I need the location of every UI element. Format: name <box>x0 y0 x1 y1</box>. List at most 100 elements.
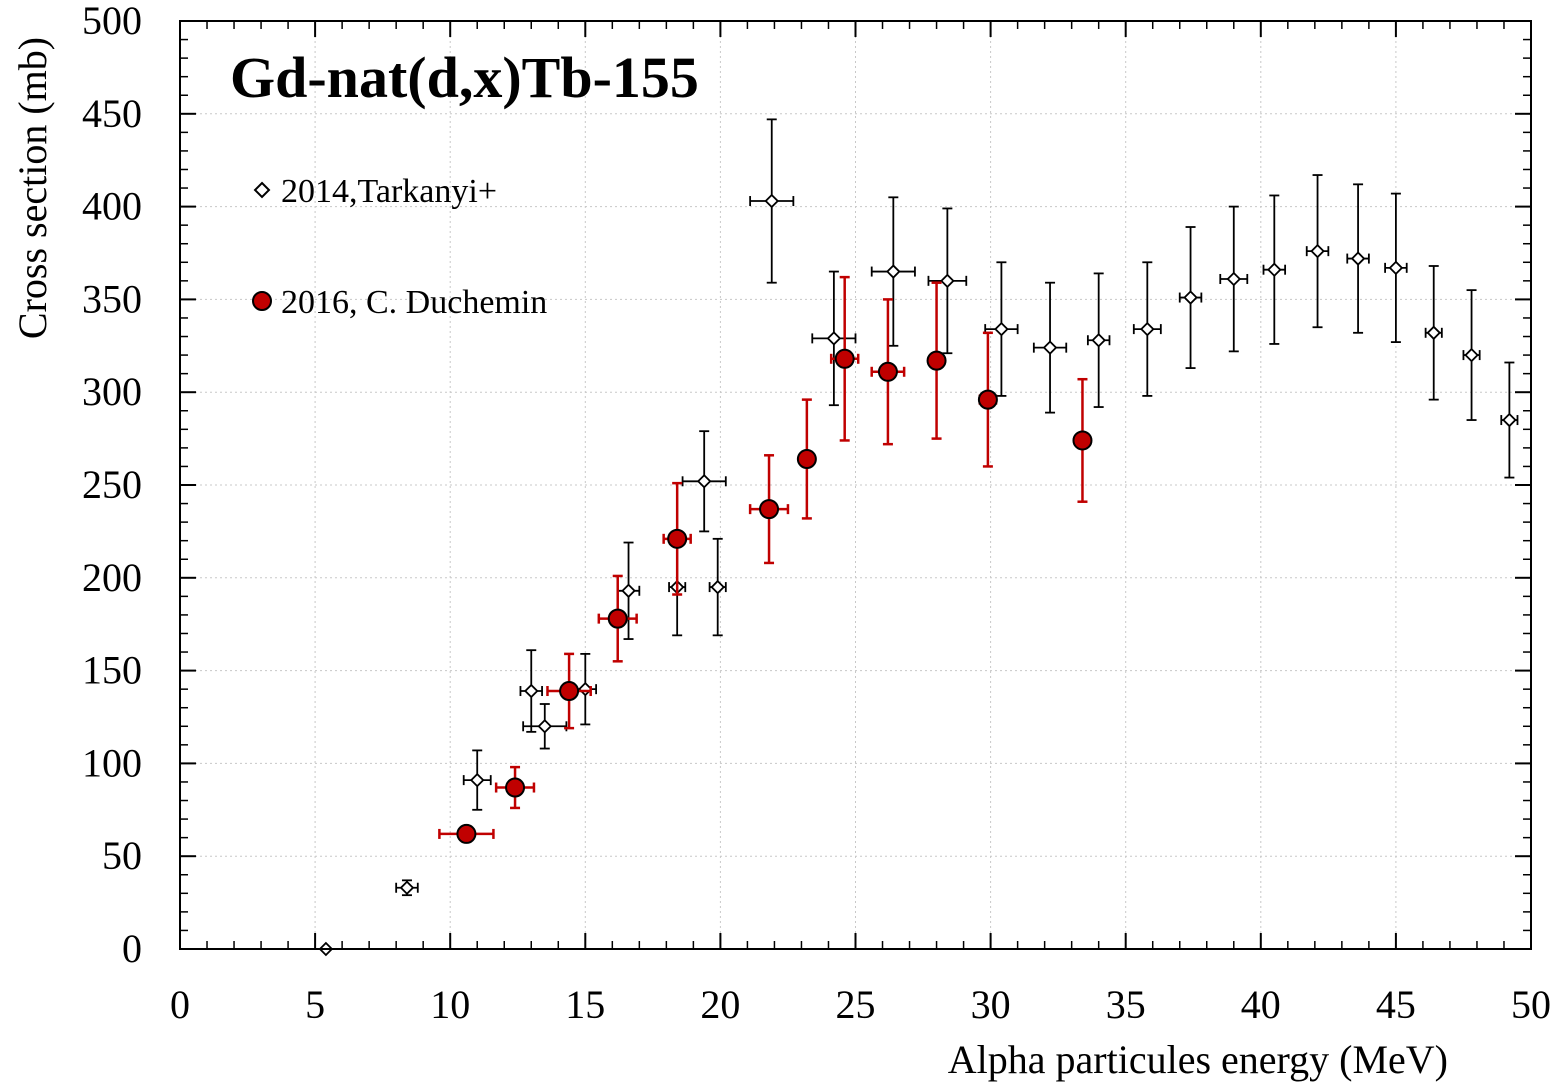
data-point <box>1219 205 1249 353</box>
diamond-marker <box>826 331 842 346</box>
y-tick-label: 0 <box>122 926 142 971</box>
data-point <box>1072 377 1093 503</box>
circle-marker <box>796 449 817 470</box>
legend-label-duchemin: 2016, C. Duchemin <box>281 284 547 321</box>
data-point <box>708 537 727 637</box>
data-point <box>984 261 1019 397</box>
circle-marker <box>607 608 628 629</box>
diamond-marker <box>1183 290 1198 305</box>
data-point <box>546 652 592 730</box>
data-point <box>519 649 543 733</box>
x-tick-label: 5 <box>305 982 325 1027</box>
data-point <box>1346 183 1370 334</box>
legend-marker-circle <box>252 291 272 311</box>
diamond-marker <box>1267 262 1282 277</box>
data-point <box>522 703 568 750</box>
data-point <box>748 454 790 565</box>
data-point <box>811 270 857 407</box>
x-tick-label: 35 <box>1106 982 1146 1027</box>
data-point <box>926 281 947 440</box>
diamond-marker <box>469 772 485 788</box>
diamond-marker <box>1140 321 1155 337</box>
y-axis-title: Cross section (mb) <box>10 37 55 339</box>
legend-marker-diamond <box>253 181 271 199</box>
data-point <box>1086 272 1111 408</box>
y-tick-label: 300 <box>82 369 142 414</box>
diamond-marker <box>940 273 955 289</box>
data-point <box>395 879 419 897</box>
x-tick-label: 45 <box>1376 982 1416 1027</box>
data-point <box>927 207 968 355</box>
x-tick-label: 20 <box>700 982 740 1027</box>
data-point <box>829 275 860 442</box>
axis-ticks <box>179 20 1532 950</box>
circle-marker <box>977 389 998 410</box>
data-point <box>1305 174 1330 329</box>
diamond-marker <box>537 719 553 734</box>
data-point <box>1032 281 1068 414</box>
x-tick-label: 10 <box>430 982 470 1027</box>
y-tick-label: 450 <box>82 91 142 136</box>
data-point <box>1132 261 1162 397</box>
data-point <box>1500 361 1519 479</box>
series-duchemin <box>438 275 1093 844</box>
data-point <box>796 398 817 520</box>
circle-marker <box>926 350 947 371</box>
diamond-marker <box>994 321 1009 337</box>
data-point <box>1462 289 1481 421</box>
y-tick-label: 400 <box>82 184 142 229</box>
x-tick-label: 50 <box>1511 982 1551 1027</box>
y-tick-label: 200 <box>82 555 142 600</box>
circle-marker <box>456 823 477 844</box>
plot-frame <box>179 20 1532 950</box>
chart-grid <box>180 21 1531 949</box>
y-tick-label: 350 <box>82 276 142 321</box>
data-point <box>681 430 727 533</box>
y-tick-label: 250 <box>82 462 142 507</box>
circle-marker <box>667 528 688 549</box>
data-point <box>870 196 916 347</box>
x-tick-label: 15 <box>565 982 605 1027</box>
diamond-marker <box>1502 412 1517 428</box>
x-tick-label: 40 <box>1241 982 1281 1027</box>
circle-marker <box>759 499 780 520</box>
legend: 2014,Tarkanyi+ 2016, C. Duchemin <box>252 173 547 321</box>
diamond-marker <box>1350 251 1366 266</box>
diamond-marker <box>1310 243 1325 259</box>
diamond-marker <box>523 683 539 699</box>
circle-marker <box>1072 430 1093 451</box>
circle-marker <box>505 777 526 798</box>
diamond-marker <box>764 193 780 209</box>
y-tick-label: 50 <box>102 833 142 878</box>
data-point <box>1262 194 1287 345</box>
diamond-marker <box>696 474 712 489</box>
chart-title: Gd-nat(d,x)Tb-155 <box>230 45 699 110</box>
diamond-marker <box>399 880 415 896</box>
data-point <box>870 298 906 446</box>
x-tick-label: 0 <box>170 982 190 1027</box>
diamond-marker <box>886 264 901 279</box>
series-tarkanyi <box>318 118 1519 957</box>
diamond-marker <box>1091 332 1106 348</box>
data-point <box>977 331 998 468</box>
diamond-marker <box>1042 340 1058 355</box>
x-tick-label: 25 <box>836 982 876 1027</box>
y-tick-label: 500 <box>82 0 142 43</box>
diamond-marker <box>1388 260 1404 276</box>
tick-labels: 0 5 10 15 20 25 30 35 40 45 5005010015020025030035… <box>82 0 1551 1027</box>
data-point <box>494 765 536 810</box>
x-axis-title: Alpha particules energy (MeV) <box>948 1037 1448 1082</box>
diamond-marker <box>621 583 636 599</box>
data-point <box>749 118 795 284</box>
data-point <box>1424 265 1443 401</box>
data-point <box>1384 192 1408 343</box>
circle-marker <box>877 361 898 382</box>
y-tick-label: 100 <box>82 740 142 785</box>
diamond-marker <box>710 579 725 595</box>
data-point <box>438 823 495 844</box>
circle-marker <box>559 681 580 702</box>
legend-label-tarkanyi: 2014,Tarkanyi+ <box>281 173 497 210</box>
diamond-marker <box>1464 347 1479 363</box>
data-point <box>662 481 692 596</box>
